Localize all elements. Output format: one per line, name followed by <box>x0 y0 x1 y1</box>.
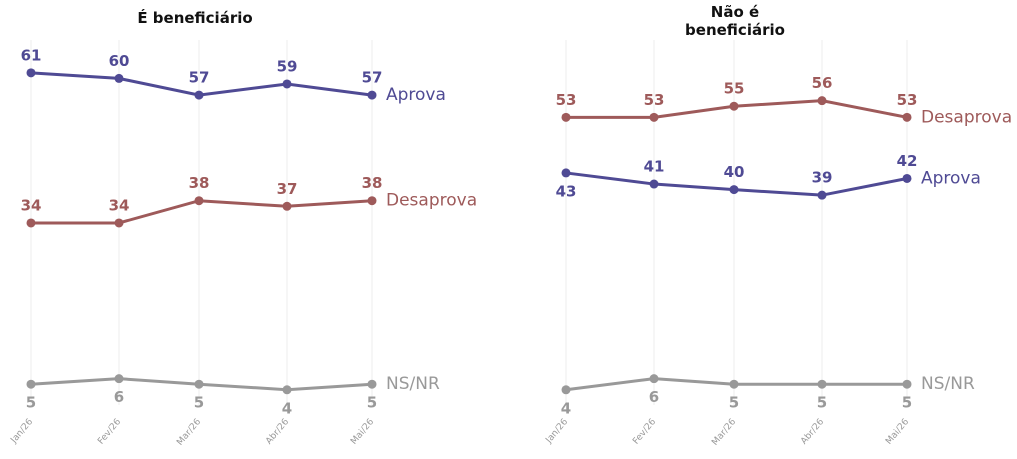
data-label: 38 <box>189 174 210 192</box>
point <box>114 218 124 228</box>
series-label: NS/NR <box>386 374 440 394</box>
x-tick-label: Jan/26 <box>544 417 571 446</box>
data-label: 61 <box>21 46 42 64</box>
chart-title: É beneficiário <box>137 9 253 27</box>
point <box>282 79 292 89</box>
point <box>561 168 571 178</box>
data-label: 5 <box>729 394 739 412</box>
point <box>902 112 912 122</box>
point <box>194 379 204 389</box>
point <box>26 379 36 389</box>
point <box>817 190 827 200</box>
point <box>729 101 739 111</box>
data-label: 5 <box>817 394 827 412</box>
point <box>561 112 571 122</box>
data-label: 34 <box>21 196 42 214</box>
data-label: 34 <box>109 196 130 214</box>
x-tick-label: Mar/26 <box>175 417 203 448</box>
x-tick-label: Jan/26 <box>9 417 36 446</box>
data-label: 5 <box>194 394 204 412</box>
x-tick-label: Fev/26 <box>96 417 123 447</box>
point <box>367 90 377 100</box>
point <box>729 185 739 195</box>
series-label: Desaprova <box>386 191 477 211</box>
data-label: 5 <box>367 394 377 412</box>
point <box>114 374 124 384</box>
point <box>649 112 659 122</box>
data-label: 43 <box>556 182 577 200</box>
x-tick-label: Mai/26 <box>884 417 911 447</box>
point <box>26 218 36 228</box>
point <box>902 173 912 183</box>
chart-title: Não é beneficiário <box>685 3 785 39</box>
data-label: 60 <box>109 52 130 70</box>
data-label: 40 <box>724 163 745 181</box>
x-tick-label: Abr/26 <box>264 417 291 447</box>
data-label: 37 <box>277 180 298 198</box>
point <box>194 90 204 100</box>
point <box>282 201 292 211</box>
point <box>282 385 292 395</box>
point <box>114 73 124 83</box>
series-label: NS/NR <box>921 374 975 394</box>
data-label: 53 <box>556 91 577 109</box>
x-tick-label: Mar/26 <box>710 417 738 448</box>
data-label: 53 <box>644 91 665 109</box>
point <box>26 68 36 78</box>
point <box>817 379 827 389</box>
data-label: 53 <box>897 91 918 109</box>
series-label: Aprova <box>386 85 446 105</box>
data-label: 41 <box>644 158 665 176</box>
data-label: 59 <box>277 57 298 75</box>
data-label: 57 <box>362 69 383 87</box>
point <box>367 196 377 206</box>
x-tick-label: Abr/26 <box>799 417 826 447</box>
x-tick-label: Fev/26 <box>631 417 658 447</box>
data-label: 6 <box>114 388 124 406</box>
data-label: 55 <box>724 80 745 98</box>
data-label: 39 <box>812 169 833 187</box>
point <box>649 179 659 189</box>
series-label: Aprova <box>921 168 981 188</box>
data-label: 42 <box>897 152 918 170</box>
point <box>649 374 659 384</box>
x-tick-label: Mai/26 <box>349 417 376 447</box>
point <box>817 96 827 106</box>
data-label: 38 <box>362 174 383 192</box>
point <box>367 379 377 389</box>
data-label: 6 <box>649 388 659 406</box>
data-label: 4 <box>282 399 292 417</box>
data-label: 56 <box>812 74 833 92</box>
series-label: Desaprova <box>921 107 1012 127</box>
point <box>561 385 571 395</box>
point <box>729 379 739 389</box>
data-label: 4 <box>561 399 571 417</box>
data-label: 5 <box>26 394 36 412</box>
point <box>194 196 204 206</box>
point <box>902 379 912 389</box>
data-label: 57 <box>189 69 210 87</box>
data-label: 5 <box>902 394 912 412</box>
